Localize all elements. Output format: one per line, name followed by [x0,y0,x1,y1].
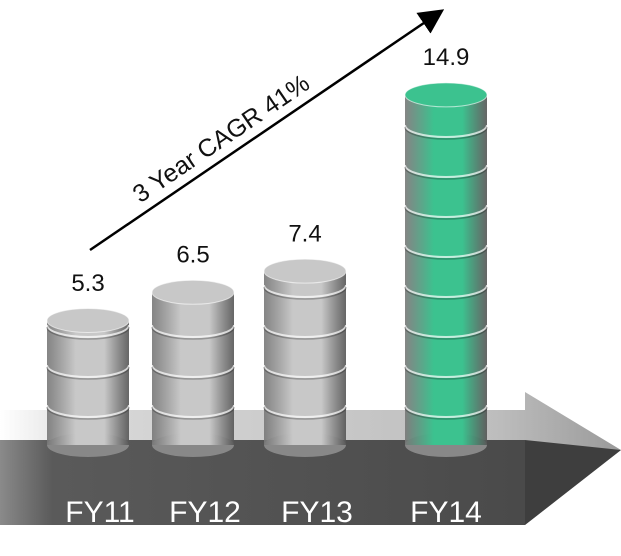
coin-top [405,83,487,107]
coin-top [264,259,346,283]
coin-top [47,308,129,332]
x-tick-label: FY14 [410,496,482,529]
value-label: 5.3 [71,270,104,297]
bar [152,280,234,457]
value-label: 6.5 [176,242,209,269]
coin-top [152,280,234,304]
annotation: 3 Year CAGR 41% [128,69,315,209]
bar [264,259,346,457]
cagr-arrow [90,12,440,250]
coin-body [152,292,234,445]
x-tick-label: FY12 [169,496,241,529]
bar [405,83,487,457]
value-label: 7.4 [288,220,321,247]
chart: 3 Year CAGR 41% 5.3 FY11 6.5 FY12 7.4 FY13 14.… [0,0,621,556]
coin-body [405,95,487,445]
x-tick-label: FY11 [65,496,134,529]
x-tick-label: FY13 [281,496,353,529]
value-label: 14.9 [423,44,470,71]
bars [47,83,487,457]
bar [47,308,129,457]
